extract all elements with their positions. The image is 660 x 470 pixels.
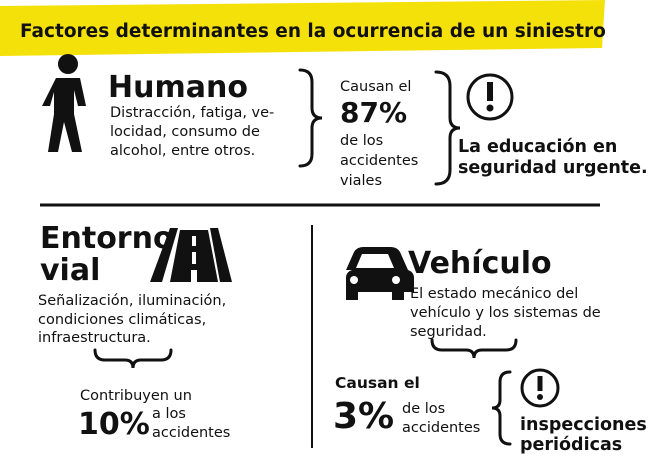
road-icon	[150, 228, 232, 282]
human-heading: Humano	[108, 70, 248, 105]
environment-description: infraestructura.	[38, 330, 151, 346]
conclusion: periódicas	[520, 435, 622, 455]
stat-trail: viales	[340, 173, 382, 189]
stat-trail: de los	[340, 133, 383, 149]
stat-trail: accidentes	[340, 153, 418, 169]
brace	[93, 348, 173, 369]
stat-trail: accidentes	[402, 420, 480, 436]
alert-icon	[466, 73, 514, 121]
stat-trail: accidentes	[152, 425, 230, 441]
alert-icon	[520, 368, 560, 408]
human-description: Distracción, fatiga, ve-	[110, 105, 274, 121]
stat-trail: de los	[402, 401, 445, 417]
stat-lead: Causan el	[335, 374, 420, 392]
environment-description: Señalización, iluminación,	[38, 293, 226, 309]
stat-value: 10%	[78, 407, 150, 442]
brace	[434, 70, 461, 186]
vehicle-description: seguridad.	[410, 324, 487, 340]
conclusion: inspecciones	[520, 415, 647, 435]
car-icon	[346, 247, 414, 300]
stat-lead: Causan el	[340, 79, 411, 95]
title: Factores determinantes en la ocurrencia …	[20, 21, 606, 42]
conclusion: La educación en	[458, 137, 617, 157]
human-description: locidad, consumo de	[110, 124, 260, 140]
environment-heading: Entorno	[40, 221, 174, 256]
brace	[491, 370, 512, 446]
stat-lead: Contribuyen un	[80, 388, 192, 404]
vehicle-heading: Vehículo	[408, 246, 552, 281]
human-description: alcohol, entre otros.	[110, 143, 255, 159]
vehicle-description: vehículo y los sistemas de	[410, 305, 601, 321]
brace	[430, 338, 518, 359]
stat-trail: a los	[152, 406, 186, 422]
stat-value: 3%	[333, 396, 394, 437]
vehicle-description: El estado mecánico del	[410, 286, 578, 302]
stat-value: 87%	[340, 96, 407, 129]
environment-description: condiciones climáticas,	[38, 312, 206, 328]
person-icon	[42, 54, 86, 152]
environment-heading: vial	[40, 253, 100, 288]
conclusion: seguridad urgente.	[458, 158, 648, 178]
title-banner	[0, 0, 605, 56]
brace	[298, 68, 323, 168]
